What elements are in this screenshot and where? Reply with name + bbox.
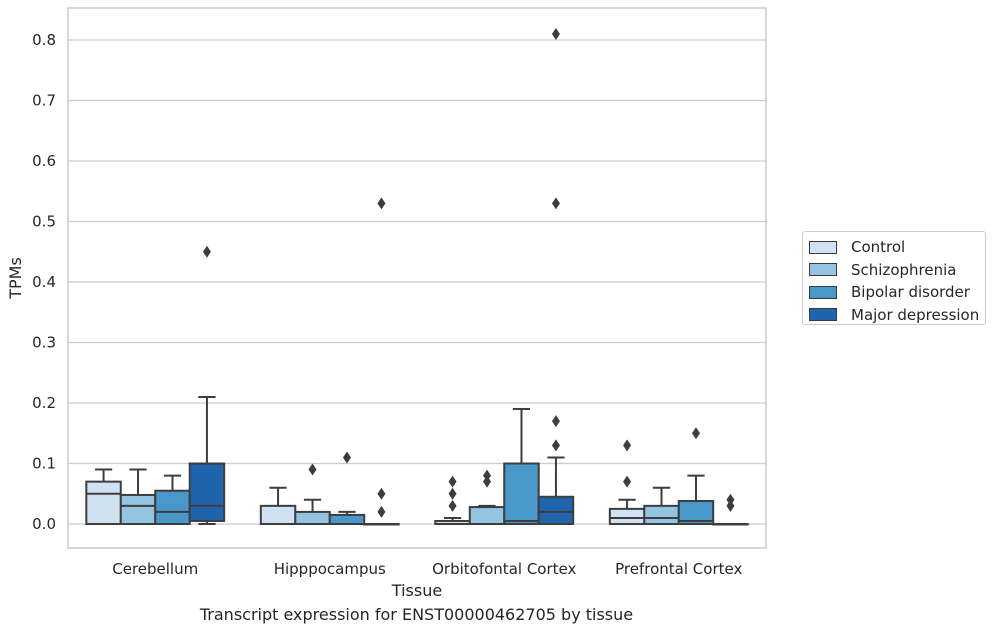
y-tick-label: 0.0 (32, 515, 56, 533)
outlier-point (377, 197, 386, 210)
box-rect (119, 493, 157, 525)
grid-lines (68, 39, 766, 525)
legend-label: Bipolar disorder (851, 283, 970, 302)
outlier-point (726, 499, 735, 512)
box-major-depression-0 (188, 245, 226, 525)
outlier-point (202, 245, 211, 258)
outlier-point (623, 475, 632, 488)
box-rect (643, 504, 680, 526)
x-tick-label: Hipppocampus (274, 560, 386, 578)
outlier-point (551, 415, 560, 428)
box-rect (468, 506, 506, 525)
legend-swatch (809, 285, 837, 299)
y-tick-label: 0.4 (32, 273, 56, 291)
legend-item: Major depression (809, 304, 985, 327)
chart-caption: Transcript expression for ENST0000046270… (199, 605, 634, 624)
outlier-point (377, 487, 386, 500)
legend-label: Control (851, 238, 906, 257)
box-rect (503, 462, 540, 525)
plot-area-frame (67, 7, 767, 549)
box-control-1 (259, 486, 297, 526)
box-rect (85, 480, 122, 525)
x-tick-label: Prefrontal Cortex (615, 560, 742, 578)
box-bipolar-disorder-3 (677, 427, 715, 526)
x-tick-label: Cerebellum (112, 560, 198, 578)
legend-swatch (809, 308, 837, 322)
legend-item: Control (809, 236, 985, 259)
legend-label: Schizophrenia (851, 260, 957, 279)
legend: Control Schizophrenia Bipolar disorder Majo… (802, 231, 986, 325)
box-rect (188, 462, 226, 522)
box-bipolar-disorder-1 (328, 451, 366, 525)
outlier-point (448, 487, 457, 500)
legend-item: Schizophrenia (809, 259, 985, 282)
y-axis-label: TPMs (6, 257, 25, 300)
outlier-point (726, 493, 735, 506)
outlier-point (483, 475, 492, 488)
y-tick-label: 0.1 (32, 455, 56, 473)
box-schizophrenia-3 (643, 486, 680, 526)
box-schizophrenia-1 (294, 463, 331, 525)
boxes-layer (85, 27, 749, 526)
legend-swatch (809, 263, 837, 277)
y-axis-ticks: 0.0 0.1 0.2 0.3 0.4 0.5 0.6 0.7 0.8 (32, 31, 56, 533)
outlier-point (551, 197, 560, 210)
box-control-3 (608, 439, 646, 525)
outlier-point (483, 469, 492, 482)
y-tick-label: 0.6 (32, 152, 56, 170)
outlier-point (448, 499, 457, 512)
box-rect (677, 500, 715, 526)
outlier-point (308, 463, 317, 476)
box-control-0 (85, 468, 122, 525)
y-tick-label: 0.5 (32, 213, 56, 231)
box-rect (608, 507, 646, 525)
outlier-point (623, 439, 632, 452)
box-control-2 (434, 475, 471, 525)
legend-label: Major depression (851, 305, 980, 324)
y-tick-label: 0.2 (32, 394, 56, 412)
x-axis-label: Tissue (391, 581, 442, 600)
outlier-point (551, 439, 560, 452)
outlier-point (448, 475, 457, 488)
outlier-point (377, 505, 386, 518)
y-tick-label: 0.3 (32, 334, 56, 352)
y-tick-label: 0.8 (32, 31, 56, 49)
box-major-depression-3 (712, 493, 749, 526)
box-major-depression-2 (537, 27, 575, 525)
legend-item: Bipolar disorder (809, 281, 985, 304)
box-bipolar-disorder-0 (154, 474, 191, 526)
box-rect (154, 489, 191, 526)
box-rect (294, 510, 331, 525)
outlier-point (342, 451, 351, 464)
outlier-point (691, 427, 700, 440)
box-rect (328, 513, 366, 525)
y-tick-label: 0.7 (32, 92, 56, 110)
box-rect (259, 504, 297, 526)
legend-swatch (809, 240, 837, 254)
box-bipolar-disorder-2 (503, 408, 540, 525)
x-tick-label: Orbitofontal Cortex (432, 560, 576, 578)
box-rect (537, 495, 575, 525)
outlier-point (551, 27, 560, 40)
x-axis-ticks: Cerebellum Hipppocampus Orbitofontal Corte… (112, 560, 742, 578)
box-schizophrenia-0 (119, 468, 157, 525)
box-major-depression-1 (363, 197, 400, 526)
box-schizophrenia-2 (468, 469, 506, 525)
